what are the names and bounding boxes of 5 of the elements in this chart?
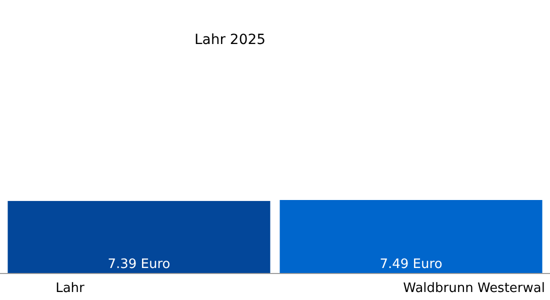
chart-title: Lahr 2025 xyxy=(194,32,266,48)
x-tick-label: Waldbrunn Westerwal xyxy=(403,281,545,296)
data-label: 7.39 Euro xyxy=(108,257,170,272)
data-label: 7.49 Euro xyxy=(380,257,442,272)
x-tick-label: Lahr xyxy=(56,281,86,296)
